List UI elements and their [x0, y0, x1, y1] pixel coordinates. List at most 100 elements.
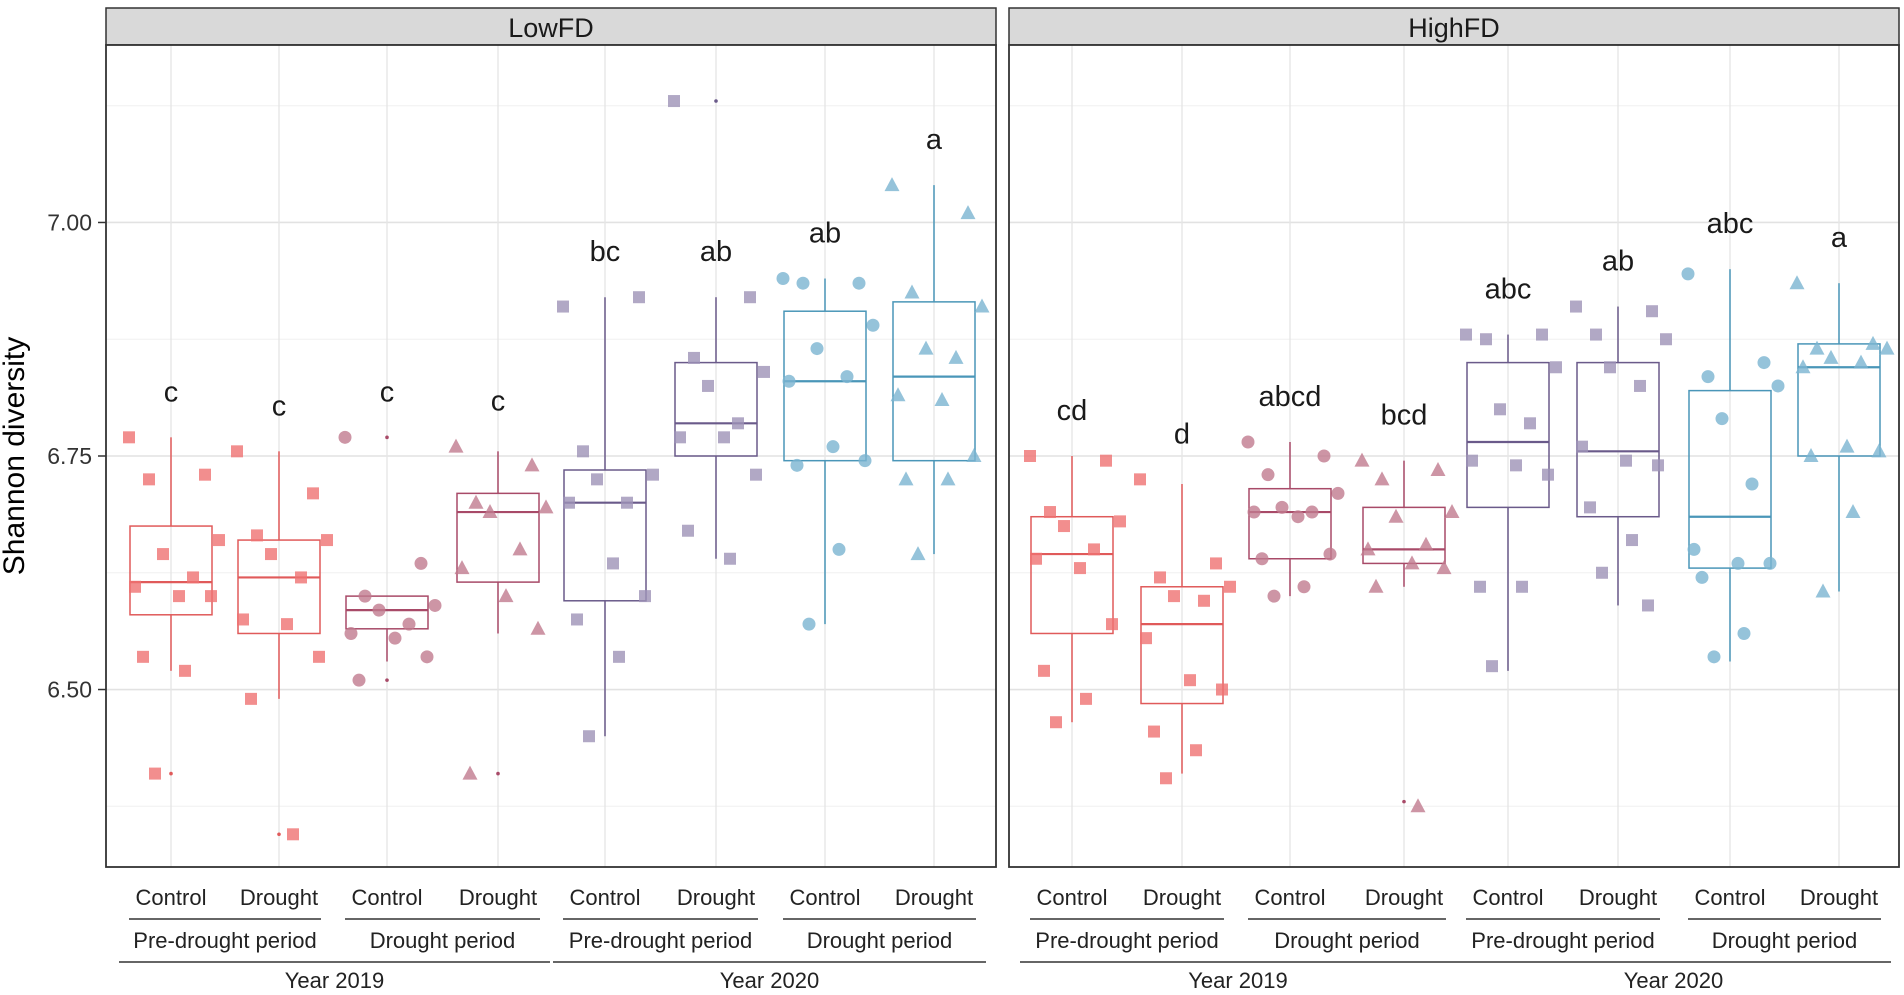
data-point: [1058, 520, 1070, 533]
data-point: [1845, 504, 1861, 519]
data-point: [1737, 626, 1751, 640]
y-tick-label: 6.75: [47, 443, 92, 469]
box-group: c: [231, 390, 333, 841]
data-point: [1050, 716, 1062, 729]
data-point: [287, 828, 299, 841]
significance-letter: ab: [1602, 246, 1634, 278]
data-point: [974, 298, 990, 313]
data-point: [1100, 454, 1112, 467]
data-point: [448, 438, 464, 453]
data-point: [1354, 452, 1370, 467]
panel-strip: [1008, 7, 1900, 46]
data-point: [1839, 438, 1855, 453]
treatment-label: Control: [570, 885, 641, 910]
period-label: Pre-drought period: [569, 928, 752, 953]
data-point: [123, 431, 135, 444]
data-point: [668, 95, 680, 108]
data-point: [607, 557, 619, 570]
box-group: ab: [1570, 246, 1672, 612]
data-point: [538, 499, 554, 514]
data-point: [832, 542, 846, 556]
significance-letter: abc: [1485, 274, 1532, 306]
data-point: [237, 613, 249, 626]
data-point: [1536, 328, 1548, 341]
data-point: [1871, 443, 1887, 458]
data-point: [428, 598, 442, 612]
data-point: [782, 374, 796, 388]
significance-letter: c: [380, 376, 395, 408]
data-point: [1795, 359, 1811, 374]
data-point: [1247, 505, 1261, 519]
box: [783, 310, 867, 462]
data-point: [1224, 580, 1236, 593]
data-point: [1436, 560, 1452, 575]
data-point: [898, 471, 914, 486]
data-point: [1731, 556, 1745, 570]
data-point: [462, 765, 478, 780]
data-point: [1510, 459, 1522, 472]
data-point: [157, 548, 169, 561]
data-point: [1114, 515, 1126, 528]
data-point: [1789, 275, 1805, 290]
data-point: [744, 291, 756, 304]
box: [1688, 389, 1772, 569]
data-point: [1360, 541, 1376, 556]
data-point: [674, 431, 686, 444]
data-point: [295, 571, 307, 584]
data-point: [1418, 536, 1434, 551]
period-label: Pre-drought period: [1471, 928, 1654, 953]
data-point: [1267, 589, 1281, 603]
data-point: [1687, 542, 1701, 556]
significance-letter: d: [1174, 418, 1190, 450]
data-point: [1853, 354, 1869, 369]
box: [1466, 361, 1550, 509]
box-group: cd: [1024, 395, 1126, 729]
treatment-label: Control: [352, 885, 423, 910]
data-point: [840, 370, 854, 384]
data-point: [213, 534, 225, 547]
data-point: [1291, 510, 1305, 524]
data-point: [1190, 744, 1202, 757]
data-point: [1550, 361, 1562, 374]
data-point: [1652, 459, 1664, 472]
treatment-label: Control: [790, 885, 861, 910]
data-point: [621, 496, 633, 509]
data-point: [1305, 505, 1319, 519]
data-point: [1642, 599, 1654, 612]
data-point: [852, 276, 866, 290]
box-group: a: [1789, 222, 1895, 598]
data-point: [281, 618, 293, 631]
data-point: [1216, 683, 1228, 696]
data-point: [179, 664, 191, 677]
data-point: [563, 496, 575, 509]
treatment-label: Drought: [240, 885, 318, 910]
data-point: [1803, 448, 1819, 462]
data-point: [1317, 449, 1331, 463]
data-point: [750, 468, 762, 481]
data-point: [482, 504, 498, 519]
period-label: Drought period: [370, 928, 516, 953]
data-point: [1444, 504, 1460, 519]
box-group: bc: [557, 236, 659, 743]
data-point: [1184, 674, 1196, 687]
data-point: [858, 454, 872, 468]
data-point: [918, 340, 934, 355]
box: [237, 539, 321, 635]
box: [674, 361, 758, 457]
data-point: [1634, 379, 1646, 392]
significance-letter: ab: [700, 236, 732, 268]
significance-letter: abc: [1707, 208, 1754, 240]
data-point: [571, 613, 583, 626]
data-point: [358, 589, 372, 603]
treatment-label: Control: [1255, 885, 1326, 910]
data-point: [1763, 556, 1777, 570]
data-point: [826, 440, 840, 454]
data-point: [1570, 300, 1582, 313]
outlier-point: [385, 435, 389, 440]
data-point: [633, 291, 645, 304]
panel-title: HighFD: [1408, 13, 1500, 43]
data-point: [718, 431, 730, 444]
data-point: [1620, 454, 1632, 467]
data-point: [1261, 468, 1275, 482]
data-point: [512, 541, 528, 556]
